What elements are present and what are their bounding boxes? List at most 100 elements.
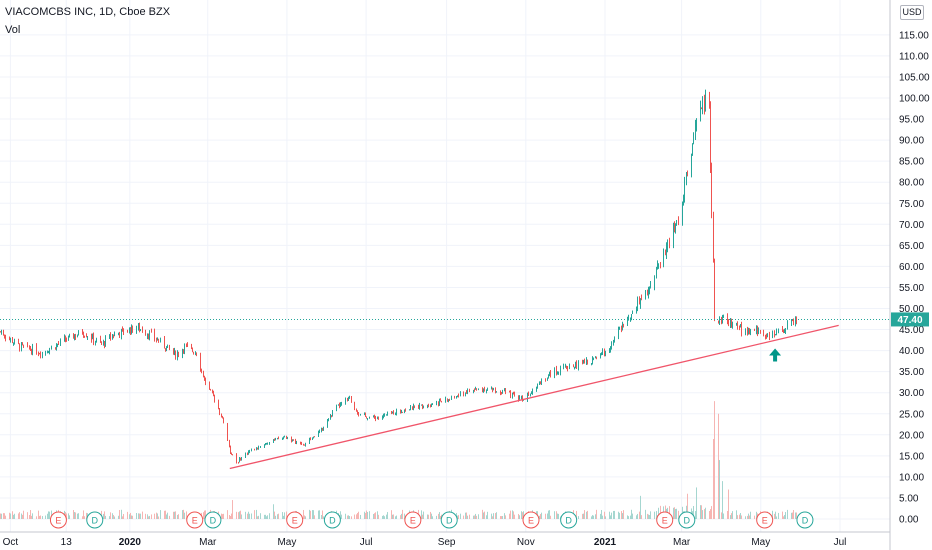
- volume-bar: [478, 514, 479, 519]
- candle-body: [286, 436, 287, 439]
- candle-body: [148, 334, 149, 338]
- volume-bar: [277, 514, 278, 519]
- volume-bar: [247, 513, 248, 519]
- candle-body: [549, 372, 550, 375]
- event-marker-letter: D: [92, 516, 99, 526]
- candle-body: [404, 409, 405, 413]
- volume-bar: [619, 512, 620, 519]
- candle-body: [532, 390, 533, 394]
- candle-body: [30, 348, 31, 351]
- volume-bar: [396, 515, 397, 519]
- volume-bar: [254, 510, 255, 519]
- volume-bar: [493, 513, 494, 519]
- volume-bar: [149, 515, 150, 519]
- currency-button[interactable]: USD: [900, 5, 924, 20]
- dividend-marker[interactable]: [323, 511, 341, 529]
- volume-bar: [711, 506, 712, 519]
- earnings-marker[interactable]: [656, 511, 674, 529]
- candle-body: [414, 406, 415, 408]
- candle-body: [491, 387, 492, 389]
- candle-body: [640, 299, 641, 306]
- volume-bar: [121, 509, 122, 519]
- volume-bar: [609, 511, 610, 519]
- volume-bar: [639, 511, 640, 519]
- candle-body: [282, 437, 283, 440]
- event-marker-letter: D: [446, 516, 453, 526]
- volume-bar: [257, 516, 258, 519]
- volume-bar: [319, 510, 320, 519]
- volume-bar: [745, 516, 746, 519]
- candle-body: [619, 326, 620, 329]
- dividend-marker[interactable]: [86, 511, 104, 529]
- volume-bar: [641, 515, 642, 519]
- earnings-marker[interactable]: [404, 511, 422, 529]
- candle-body: [492, 387, 493, 390]
- candle-body: [556, 368, 557, 374]
- candle-body: [791, 319, 792, 324]
- candle-body: [578, 361, 579, 368]
- volume-bar: [345, 513, 346, 519]
- candle-body: [165, 348, 166, 350]
- earnings-marker[interactable]: [286, 511, 304, 529]
- volume-bar: [457, 515, 458, 519]
- candle-body: [584, 360, 585, 363]
- candles: [0, 89, 797, 464]
- candle-body: [331, 416, 332, 418]
- volume-bar: [283, 515, 284, 519]
- dividend-marker[interactable]: [204, 511, 222, 529]
- volume-bar: [622, 513, 623, 519]
- volume-bar: [122, 516, 123, 519]
- candle-body: [77, 335, 78, 337]
- volume-bar: [83, 510, 84, 519]
- volume-bar: [105, 515, 106, 519]
- volume-bar: [776, 516, 777, 519]
- candle-body: [303, 444, 304, 446]
- volume-bar: [502, 516, 503, 519]
- earnings-marker[interactable]: [522, 511, 540, 529]
- candle-body: [401, 411, 402, 413]
- candle-body: [69, 334, 70, 336]
- candle-body: [412, 406, 413, 410]
- candle-body: [484, 388, 485, 392]
- earnings-marker[interactable]: [756, 511, 774, 529]
- volume-bar: [42, 516, 43, 519]
- volume-bar: [521, 511, 522, 519]
- candle-body: [439, 399, 440, 406]
- y-tick-label: 60.00: [899, 262, 924, 273]
- volume-bar: [282, 512, 283, 519]
- candle-body: [705, 96, 706, 108]
- volume-bar: [183, 509, 184, 519]
- arrow-up-annotation: [769, 348, 782, 362]
- candle-body: [514, 393, 515, 396]
- volume-bar: [605, 516, 606, 519]
- dividend-marker[interactable]: [440, 511, 458, 529]
- volume-bar: [428, 514, 429, 519]
- candle-body: [338, 404, 339, 406]
- dividend-marker[interactable]: [796, 511, 814, 529]
- candle-body: [793, 320, 794, 325]
- dividend-marker[interactable]: [678, 511, 696, 529]
- volume-bar: [21, 513, 22, 519]
- candle-body: [418, 406, 419, 409]
- candle-body: [451, 396, 452, 400]
- candle-body: [741, 323, 742, 334]
- volume-bar: [604, 511, 605, 519]
- candle-body: [92, 334, 93, 339]
- earnings-marker[interactable]: [49, 511, 67, 529]
- volume-bar: [0, 513, 1, 519]
- volume-bar: [229, 515, 230, 519]
- volume-bar: [323, 516, 324, 519]
- volume-bar: [695, 511, 696, 519]
- volume-bars: [0, 401, 797, 519]
- earnings-marker[interactable]: [186, 511, 204, 529]
- volume-bar: [467, 515, 468, 519]
- candle-body: [21, 343, 22, 350]
- candle-body: [531, 392, 532, 394]
- candle-body: [78, 330, 79, 335]
- dividend-marker[interactable]: [560, 511, 578, 529]
- candle-body: [374, 415, 375, 418]
- volume-bar: [591, 516, 592, 519]
- volume-bar: [438, 513, 439, 519]
- candle-body: [284, 436, 285, 438]
